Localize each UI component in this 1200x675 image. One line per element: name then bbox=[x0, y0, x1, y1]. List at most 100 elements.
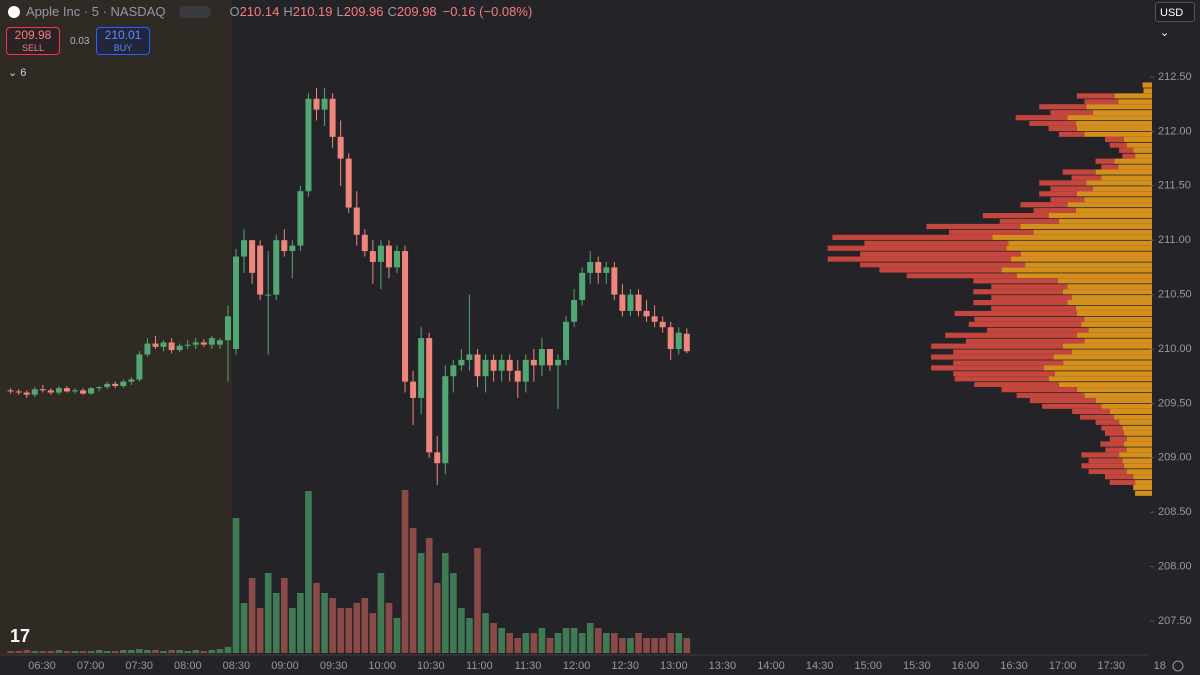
x-tick-label: 10:30 bbox=[417, 660, 445, 672]
candle-body bbox=[136, 354, 143, 380]
profile-buy bbox=[1086, 180, 1152, 186]
candle-body bbox=[168, 342, 175, 351]
indicators-toggle[interactable]: ⌄ 6 bbox=[8, 67, 27, 79]
profile-sell bbox=[1095, 419, 1120, 425]
volume-bar bbox=[627, 638, 634, 653]
x-tick-label: 18 bbox=[1154, 660, 1166, 672]
volume-bar bbox=[7, 651, 14, 653]
volume-bar bbox=[546, 638, 554, 653]
profile-sell-lower bbox=[1109, 436, 1127, 442]
currency-button[interactable]: USD ⌄ bbox=[1155, 2, 1195, 39]
candle-body bbox=[402, 251, 409, 382]
volume-bar bbox=[635, 633, 642, 653]
volume-bar bbox=[458, 608, 465, 653]
ohlc-value: 209.98 bbox=[396, 4, 437, 19]
profile-buy bbox=[1062, 289, 1152, 295]
volume-bar bbox=[611, 633, 618, 653]
profile-buy-lower bbox=[1088, 327, 1152, 333]
profile-buy-lower bbox=[1135, 490, 1152, 496]
profile-sell bbox=[1119, 147, 1134, 153]
candle-body bbox=[160, 342, 167, 347]
x-tick-label: 07:00 bbox=[77, 660, 105, 672]
x-tick-label: 09:00 bbox=[271, 660, 299, 672]
volume-bar bbox=[385, 603, 393, 653]
profile-buy-lower bbox=[1113, 414, 1152, 420]
candle-body bbox=[490, 359, 497, 371]
x-tick-label: 07:30 bbox=[125, 660, 153, 672]
volume-bar bbox=[184, 651, 191, 653]
candle-body bbox=[120, 381, 127, 386]
profile-buy-lower bbox=[1075, 305, 1152, 311]
profile-sell-lower bbox=[991, 295, 1072, 300]
profile-buy bbox=[1076, 387, 1152, 393]
volume-bar bbox=[578, 633, 586, 653]
x-tick-label: 13:00 bbox=[660, 660, 688, 672]
x-tick-label: 17:30 bbox=[1097, 660, 1125, 672]
candle-body bbox=[522, 359, 529, 382]
candle-body bbox=[555, 359, 561, 366]
profile-sell bbox=[879, 267, 1002, 273]
x-tick-label: 12:30 bbox=[611, 660, 639, 672]
candle-body bbox=[184, 344, 191, 346]
profile-buy bbox=[1133, 147, 1152, 153]
candle-body bbox=[506, 359, 513, 371]
volume-bar bbox=[224, 647, 232, 653]
profile-buy bbox=[1119, 419, 1152, 425]
profile-sell-lower bbox=[1122, 153, 1136, 159]
buy-price: 210.01 bbox=[104, 28, 142, 42]
profile-sell-lower bbox=[1042, 403, 1102, 409]
y-tick-label: 208.50 bbox=[1158, 506, 1192, 518]
candle-body bbox=[104, 383, 111, 388]
candle-body bbox=[88, 388, 95, 394]
profile-buy bbox=[1123, 463, 1152, 469]
indicator-count: 6 bbox=[20, 67, 27, 79]
profile-sell-lower bbox=[987, 327, 1089, 333]
profile-sell-lower bbox=[1088, 458, 1123, 464]
profile-buy-lower bbox=[1135, 480, 1152, 485]
candle-body bbox=[31, 389, 38, 395]
candle-body bbox=[675, 332, 682, 349]
candle-body bbox=[23, 392, 30, 395]
profile-buy-lower bbox=[1075, 208, 1152, 213]
volume-bar bbox=[675, 633, 683, 653]
candle-body bbox=[683, 333, 690, 352]
profile-buy bbox=[1076, 191, 1152, 197]
y-tick-label: 211.50 bbox=[1158, 180, 1191, 192]
profile-buy bbox=[1114, 93, 1152, 99]
volume-bar bbox=[305, 491, 312, 653]
settings-icon[interactable] bbox=[1172, 660, 1184, 672]
profile-sell-lower bbox=[1088, 469, 1127, 475]
volume-bar bbox=[562, 628, 570, 653]
status-toggle[interactable] bbox=[179, 5, 212, 18]
candle-body bbox=[15, 391, 22, 393]
volume-bar bbox=[281, 578, 288, 653]
volume-bar bbox=[297, 593, 304, 653]
profile-buy bbox=[1076, 125, 1152, 132]
x-tick-label: 08:00 bbox=[174, 660, 202, 672]
candle-body bbox=[200, 342, 207, 345]
symbol[interactable]: Apple Inc · 5 · NASDAQ bbox=[26, 4, 166, 19]
candle-body bbox=[128, 379, 135, 382]
profile-buy-lower bbox=[1020, 251, 1152, 257]
profile-sell-lower bbox=[906, 273, 1017, 279]
volume-bar bbox=[417, 553, 425, 653]
profile-sell bbox=[1029, 397, 1096, 404]
sell-button[interactable]: 209.98 SELL bbox=[6, 27, 60, 55]
profile-sell bbox=[1100, 441, 1124, 447]
x-tick-label: 14:30 bbox=[806, 660, 834, 672]
candle-body bbox=[514, 370, 521, 382]
profile-buy bbox=[1053, 354, 1152, 360]
profile-sell bbox=[1048, 125, 1077, 132]
buy-button[interactable]: 210.01 BUY bbox=[96, 27, 150, 55]
profile-sell-lower bbox=[1084, 99, 1119, 105]
ohlc: O210.14 H210.19 L209.96 C209.98 bbox=[225, 4, 436, 19]
profile-sell bbox=[1105, 136, 1124, 143]
profile-sell-lower bbox=[1109, 480, 1136, 485]
profile-sell bbox=[1081, 452, 1120, 458]
profile-sell-lower bbox=[1016, 393, 1085, 398]
volume-bar bbox=[522, 633, 530, 653]
profile-sell bbox=[1039, 104, 1087, 110]
volume-bar bbox=[603, 633, 610, 653]
candle-body bbox=[273, 240, 280, 295]
profile-buy bbox=[1006, 245, 1152, 251]
